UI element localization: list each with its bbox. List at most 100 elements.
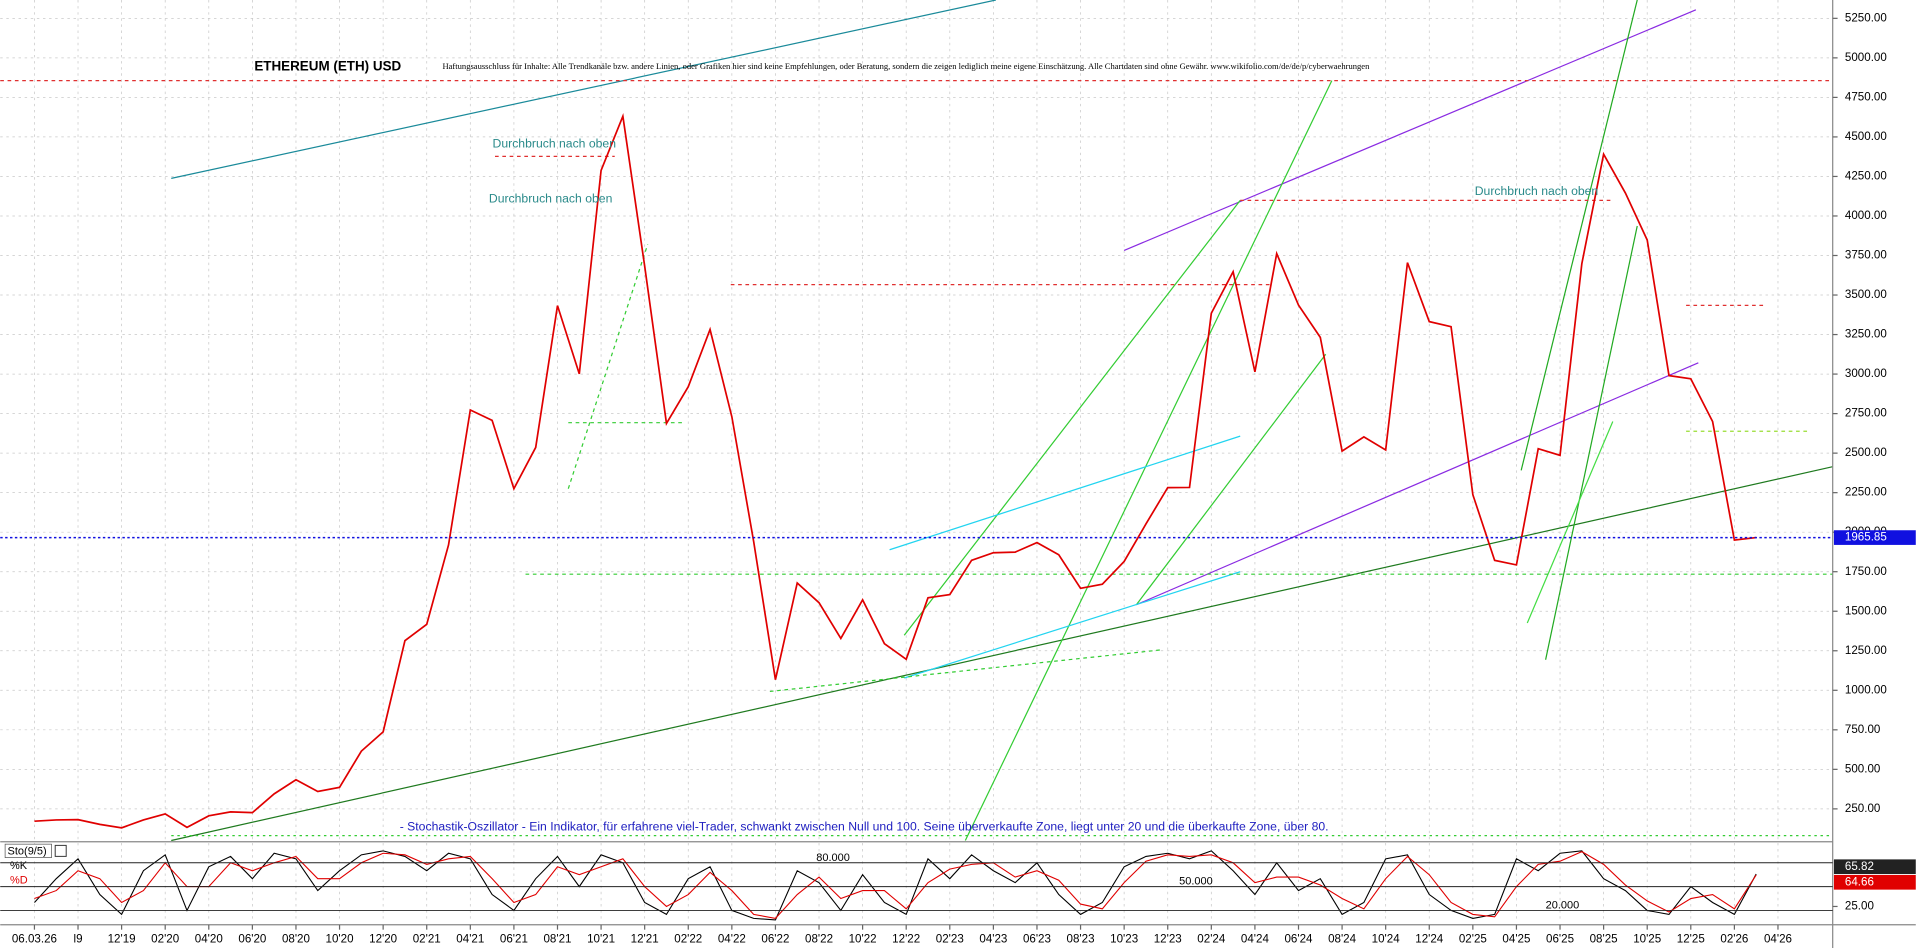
trend-line [889,435,1241,551]
x-tick-label: 08'21 [543,933,571,946]
x-tick-label: 06'24 [1284,933,1313,946]
x-tick-label: 02'20 [151,933,179,946]
y-tick-label: 5000.00 [1845,51,1887,64]
y-tick-label: 250.00 [1845,802,1880,815]
trend-line [567,244,649,489]
x-tick-label: 08'20 [282,933,310,946]
x-tick-label: 04'26 [1764,933,1792,946]
x-tick-label: 02'21 [413,933,441,946]
x-tick-label: 04'23 [979,933,1007,946]
x-tick-label: l9 [74,933,83,946]
x-tick-label: 12'23 [1154,933,1182,946]
trend-line [1135,353,1327,606]
indicator-line [34,850,1757,921]
y-tick-label: 3750.00 [1845,249,1887,262]
x-tick-label: 10'21 [587,933,615,946]
x-tick-label: 06'25 [1546,933,1574,946]
x-tick-label: 12'24 [1415,933,1444,946]
indicator-description: - Stochastik-Oszillator - Ein Indikator,… [400,819,1329,833]
level-label: 80.000 [816,852,850,864]
price-line [34,112,1757,829]
y-tick-label: 4250.00 [1845,170,1887,183]
trend-line [1545,225,1638,660]
x-tick-label: 06'21 [500,933,528,946]
level-label: 20.000 [1546,899,1580,911]
indicator-name: Sto(9/5) [8,845,47,857]
x-tick-label: 04'21 [456,933,484,946]
last-value-box [1833,874,1916,890]
trend-line [1136,362,1699,606]
last-value-label: 64.66 [1845,875,1874,888]
annotation: Durchbruch nach oben [489,191,612,205]
y-tick-label: 500.00 [1845,762,1880,775]
y-tick-label: 2250.00 [1845,486,1887,499]
y-tick-label: 3500.00 [1845,288,1887,301]
y-tick-label: 1250.00 [1845,644,1887,657]
trend-line [964,80,1333,841]
trend-line [904,571,1241,679]
y-tick-label: 4500.00 [1845,130,1887,143]
annotation: Durchbruch nach oben [1475,184,1598,198]
level-label: 50.000 [1179,876,1213,888]
trend-line [1520,0,1638,471]
x-tick-label: 10'20 [326,933,354,946]
y-tick-label: 25.00 [1845,900,1874,913]
x-tick-label: 10'24 [1372,933,1401,946]
x-tick-label: 04'20 [195,933,223,946]
chart-title: ETHEREUM (ETH) USD [254,59,401,74]
x-tick-label: 12'21 [631,933,659,946]
x-tick-label: 02'25 [1459,933,1487,946]
trend-lines [0,0,1833,842]
x-tick-label: 10'25 [1633,933,1661,946]
x-tick-label: 12'22 [892,933,920,946]
x-tick-label: 08'25 [1590,933,1618,946]
x-tick-label: 04'25 [1502,933,1530,946]
x-tick-label: 12'20 [369,933,397,946]
x-tick-label: 08'22 [805,933,833,946]
y-tick-label: 4000.00 [1845,209,1887,222]
trend-line [171,0,997,179]
x-tick-label: 02'26 [1720,933,1748,946]
x-tick-label: 12'19 [108,933,136,946]
indicator-box [4,843,52,858]
trend-line [171,466,1833,842]
trend-line [1123,9,1697,252]
y-tick-label: 2750.00 [1845,407,1887,420]
y-tick-label: 1750.00 [1845,565,1887,578]
x-tick-label: 10'23 [1110,933,1138,946]
x-tick-label: 10'22 [849,933,877,946]
y-tick-label: 3000.00 [1845,367,1887,380]
x-tick-label: 02'23 [936,933,964,946]
x-tick-label: 06.03.26 [12,933,57,946]
expand-button[interactable] [54,844,67,857]
x-tick-label: 06'23 [1023,933,1051,946]
y-tick-label: 4750.00 [1845,90,1887,103]
x-tick-label: 06'22 [761,933,789,946]
x-tick-label: 02'22 [674,933,702,946]
y-tick-label: 1000.00 [1845,683,1887,696]
marks [34,112,1757,921]
last-value-label: 65.82 [1845,860,1874,873]
trend-line [1526,421,1614,624]
x-tick-label: 08'24 [1328,933,1357,946]
y-tick-label: 5250.00 [1845,11,1887,24]
y-tick-label: 1500.00 [1845,604,1887,617]
legend-entry: %K [10,860,28,872]
trend-line [903,199,1241,636]
x-tick-label: 06'20 [238,933,266,946]
last-value-box [1833,859,1916,875]
annotation: Durchbruch nach oben [493,136,616,150]
disclaimer: Haftungsausschluss für Inhalte: Alle Tre… [442,61,1370,71]
legend-entry: %D [10,875,28,887]
y-tick-label: 3250.00 [1845,328,1887,341]
x-tick-label: 04'24 [1241,933,1270,946]
y-tick-label: 2500.00 [1845,446,1887,459]
y-tick-label: 750.00 [1845,723,1880,736]
x-tick-label: 04'22 [718,933,746,946]
x-tick-label: 02'24 [1197,933,1226,946]
x-tick-label: 08'23 [1067,933,1095,946]
last-price-box [1833,530,1916,545]
